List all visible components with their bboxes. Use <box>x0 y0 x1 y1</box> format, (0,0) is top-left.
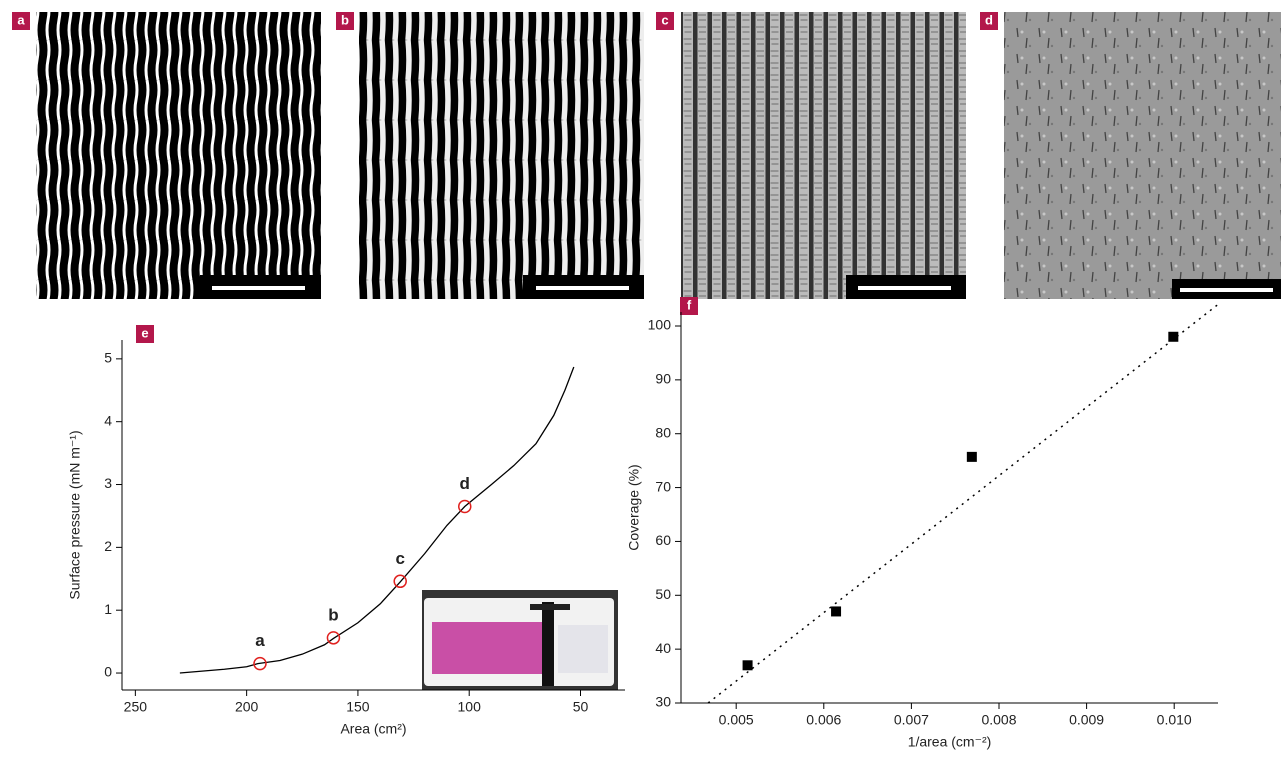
x-axis-label: 1/area (cm⁻²) <box>908 734 992 750</box>
y-axis-label: Surface pressure (mN m⁻¹) <box>67 430 83 599</box>
panel-label-box <box>136 325 154 343</box>
annotation-label: c <box>395 549 404 568</box>
y-tick-label: 1 <box>104 601 112 617</box>
point <box>1168 331 1179 342</box>
point <box>966 451 977 462</box>
x-axis-label: Area (cm²) <box>340 721 406 737</box>
y-tick-label: 60 <box>655 532 671 548</box>
trough-inset <box>422 590 618 690</box>
panel-label-box <box>680 297 698 315</box>
image-b <box>359 12 644 299</box>
image-d <box>1004 12 1281 299</box>
x-tick-label: 0.010 <box>1157 712 1192 728</box>
annotation-label: b <box>328 605 338 624</box>
panel-label: a <box>17 12 25 27</box>
trend-line <box>707 303 1219 704</box>
image-c <box>681 12 966 299</box>
point <box>831 606 842 617</box>
point <box>742 660 753 671</box>
annotation-marker <box>393 574 407 589</box>
curve <box>179 366 575 674</box>
y-tick-label: 70 <box>655 478 671 494</box>
micrographs <box>36 12 1281 299</box>
image-a <box>36 12 321 299</box>
y-tick-label: 3 <box>104 475 112 491</box>
annotation-marker <box>253 656 267 671</box>
panel-label: d <box>985 12 993 27</box>
x-tick-label: 0.005 <box>719 712 754 728</box>
annotation-label: d <box>460 474 470 493</box>
panel-label: c <box>661 12 668 27</box>
annotation-marker <box>326 631 341 645</box>
y-tick-label: 5 <box>104 350 112 366</box>
x-tick-label: 100 <box>458 699 482 715</box>
y-tick-label: 2 <box>104 538 112 554</box>
y-tick-label: 30 <box>655 694 671 710</box>
annotation-marker <box>458 499 472 514</box>
x-tick-label: 150 <box>346 699 370 715</box>
x-tick-label: 50 <box>573 699 589 715</box>
panel-label: e <box>141 325 148 340</box>
panel-labels: a b c d <box>12 12 998 30</box>
y-tick-label: 4 <box>104 412 112 428</box>
x-tick-label: 200 <box>235 699 259 715</box>
y-tick-label: 40 <box>655 640 671 656</box>
x-tick-label: 0.008 <box>981 712 1016 728</box>
x-tick-label: 0.006 <box>806 712 841 728</box>
y-tick-label: 0 <box>104 664 112 680</box>
y-tick-label: 90 <box>655 371 671 387</box>
y-tick-label: 50 <box>655 586 671 602</box>
y-tick-label: 100 <box>648 317 672 333</box>
panel-label: f <box>687 297 692 312</box>
scale-bars <box>200 275 1281 299</box>
x-tick-label: 0.007 <box>894 712 929 728</box>
y-axis-label: Coverage (%) <box>626 464 642 550</box>
x-tick-label: 250 <box>124 699 148 715</box>
y-tick-label: 80 <box>655 424 671 440</box>
x-tick-label: 0.009 <box>1069 712 1104 728</box>
panel-label: b <box>341 12 349 27</box>
annotation-label: a <box>255 631 265 650</box>
